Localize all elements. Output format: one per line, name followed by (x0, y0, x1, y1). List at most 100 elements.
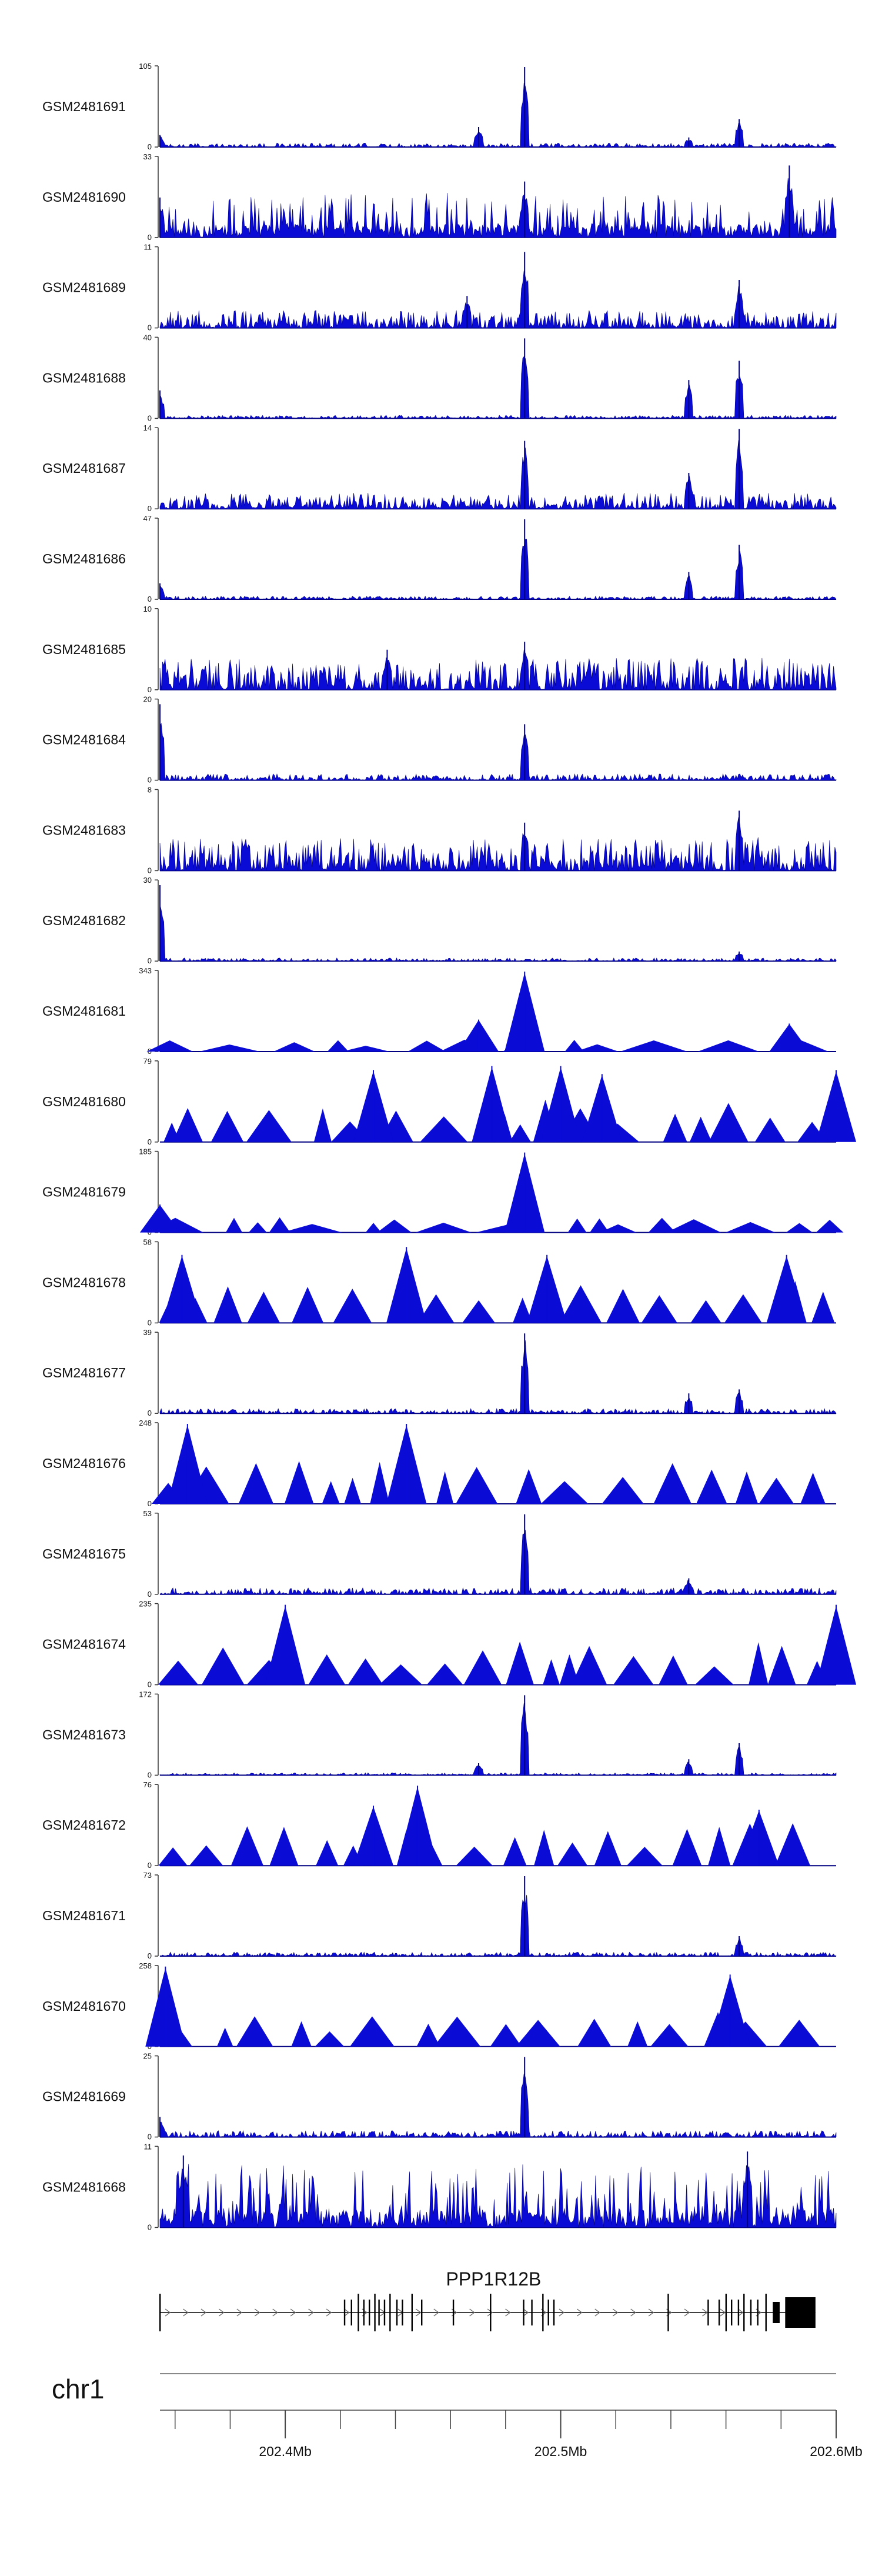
gene-exon (421, 2300, 423, 2325)
signal-triangle (158, 1660, 199, 1685)
y-max-label: 185 (139, 1147, 152, 1156)
track-GSM2481682: GSM2481682 30 0 (42, 876, 837, 965)
y-max-label: 39 (143, 1328, 152, 1337)
y-min-label: 0 (148, 1770, 152, 1779)
strand-chevron (254, 2308, 260, 2317)
y-max-label: 258 (139, 1961, 152, 1970)
track-label: GSM2481687 (42, 461, 126, 476)
gene-exon (159, 2294, 161, 2331)
track-GSM2481675: GSM2481675 53 0 (42, 1509, 837, 1599)
track-GSM2481668: GSM2481668 11 0 (42, 2142, 837, 2231)
track-label: GSM2481681 (42, 1003, 126, 1019)
signal-triangle (201, 1647, 245, 1685)
signal-triangle (759, 1477, 794, 1504)
y-min-label: 0 (148, 323, 152, 332)
strand-chevron (433, 2308, 439, 2317)
signal-triangle (775, 1823, 810, 1866)
gene-exon (358, 2294, 359, 2331)
strand-chevron (487, 2308, 493, 2317)
signal-triangle (292, 1287, 324, 1323)
gene-utr-block (773, 2302, 780, 2323)
y-min-label: 0 (148, 1680, 152, 1689)
signal-triangle (506, 1641, 534, 1685)
signal-triangle (322, 1481, 340, 1504)
gene-exon (531, 2300, 533, 2325)
x-tick-label: 202.6Mb (810, 2444, 863, 2459)
track-GSM2481677: GSM2481677 39 0 (42, 1328, 837, 1417)
gene-exon (374, 2294, 376, 2331)
signal-triangle (379, 1664, 423, 1685)
signal-triangle (516, 1469, 542, 1504)
y-min-label: 0 (148, 1409, 152, 1417)
signal-triangle (315, 2031, 345, 2047)
signal-triangle (509, 1124, 531, 1142)
y-max-label: 30 (143, 876, 152, 885)
signal-triangle (697, 1040, 759, 1052)
y-max-label: 25 (143, 2052, 152, 2061)
signal-triangle (594, 1831, 622, 1866)
strand-chevron (523, 2308, 529, 2317)
signal-triangle (540, 1481, 589, 1504)
signal-area (159, 722, 837, 781)
signal-triangle (516, 2020, 560, 2047)
track-GSM2481690: GSM2481690 33 0 (42, 152, 837, 242)
y-max-label: 105 (139, 62, 152, 71)
gene-exon (490, 2294, 492, 2331)
signal-area (159, 817, 837, 872)
gene-exon (363, 2300, 365, 2325)
signal-triangle (248, 1222, 267, 1233)
signal-triangle (557, 1842, 588, 1866)
strand-chevron (720, 2308, 726, 2317)
track-label: GSM2481678 (42, 1274, 126, 1290)
signal-triangle (663, 1113, 687, 1142)
gene-exon (452, 2300, 455, 2325)
signal-triangle (708, 1827, 731, 1866)
signal-triangle (627, 2021, 648, 2047)
strand-chevron (326, 2308, 332, 2317)
signal-area (159, 271, 837, 329)
strand-chevron (559, 2308, 564, 2317)
signal-triangle (269, 1827, 299, 1866)
signal-triangle (811, 1292, 835, 1323)
track-label: GSM2481686 (42, 551, 126, 566)
track-label: GSM2481673 (42, 1727, 126, 1742)
strand-chevron (505, 2308, 511, 2317)
signal-triangle (672, 1828, 702, 1866)
gene-model: PPP1R12B (159, 2268, 816, 2331)
strand-chevron (236, 2308, 242, 2317)
signal-triangle (146, 1040, 193, 1052)
gene-exon (743, 2294, 745, 2331)
strand-chevron (165, 2308, 171, 2317)
signal-triangle (158, 1847, 188, 1866)
signal-triangle (606, 1289, 640, 1323)
signal-triangle (420, 1116, 468, 1142)
signal-triangle (599, 1224, 637, 1233)
track-label: GSM2481684 (42, 732, 126, 748)
signal-area (159, 2073, 837, 2138)
gene-exon (547, 2300, 549, 2325)
signal-triangle (816, 1220, 844, 1233)
signal-triangle (426, 1663, 463, 1685)
track-label: GSM2481689 (42, 280, 126, 295)
strand-chevron (684, 2308, 690, 2317)
signal-triangle (724, 1294, 762, 1323)
signal-triangle (564, 1040, 584, 1052)
y-min-label: 0 (148, 685, 152, 694)
gene-exon (396, 2300, 398, 2325)
signal-triangle (503, 1837, 527, 1866)
signal-triangle (189, 1845, 223, 1866)
track-GSM2481673: GSM2481673 172 0 (42, 1690, 837, 1779)
signal-triangle (463, 1650, 502, 1685)
signal-triangle (602, 1477, 644, 1504)
y-max-label: 79 (143, 1057, 152, 1066)
track-GSM2481691: GSM2481691 105 0 (42, 62, 837, 151)
signal-triangle (436, 1471, 454, 1504)
signal-triangle (217, 2027, 233, 2047)
signal-tracks: GSM24816911050GSM2481690330GSM2481689110… (42, 62, 857, 2231)
gene-exon (707, 2300, 709, 2325)
track-GSM2481678: GSM2481678 58 0 (42, 1237, 836, 1327)
gene-name: PPP1R12B (446, 2268, 541, 2290)
signal-triangle (690, 1300, 721, 1323)
signal-triangle (348, 1659, 383, 1685)
y-max-label: 8 (148, 785, 152, 794)
